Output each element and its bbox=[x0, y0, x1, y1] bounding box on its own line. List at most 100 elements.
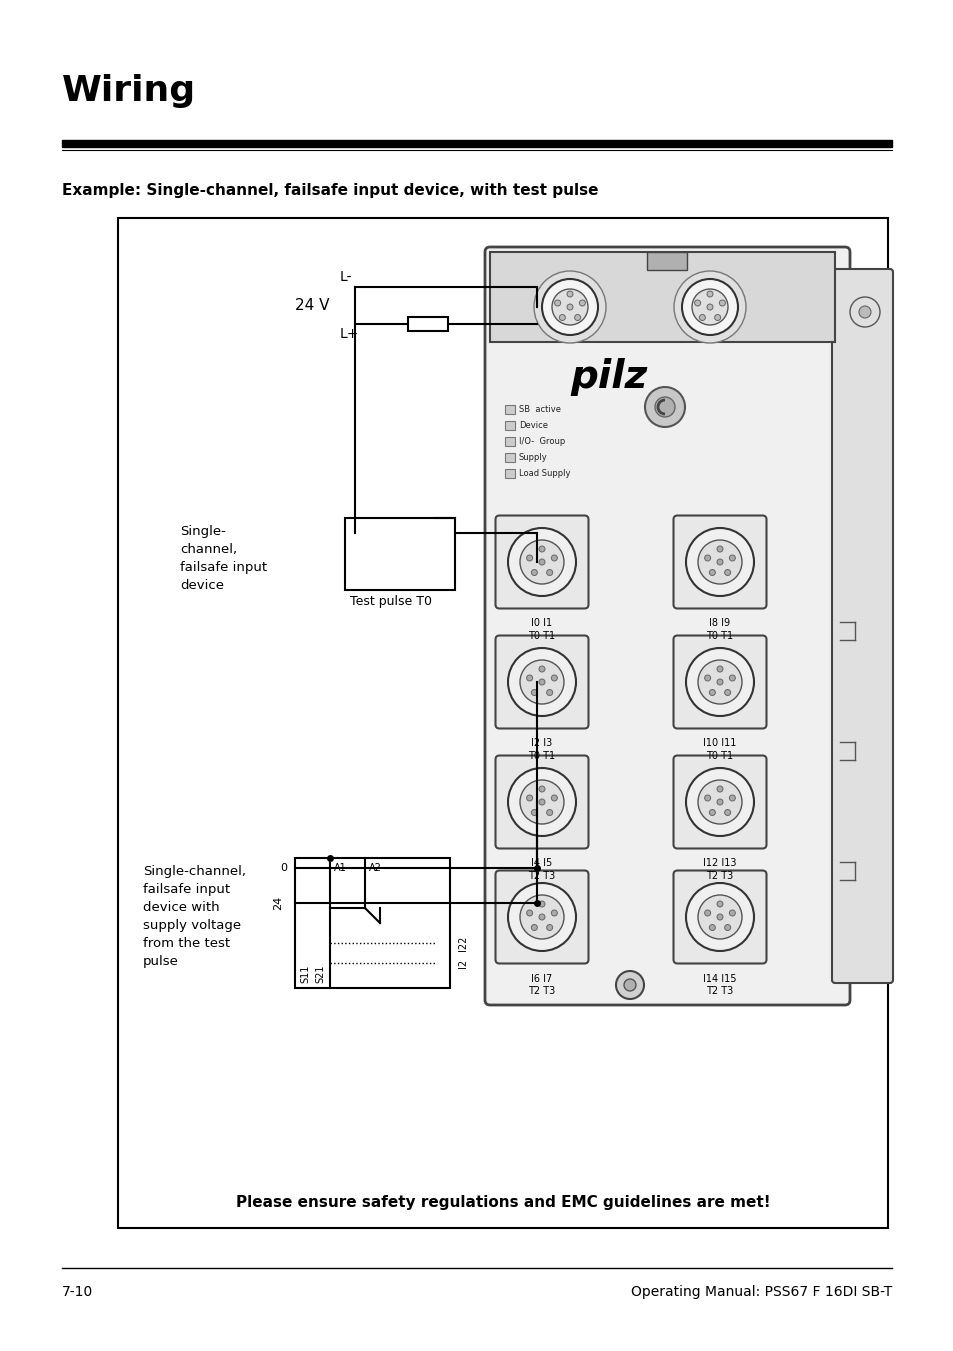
Circle shape bbox=[546, 570, 552, 576]
Circle shape bbox=[717, 666, 722, 671]
Circle shape bbox=[519, 661, 563, 704]
Bar bbox=[490, 253, 834, 342]
Circle shape bbox=[698, 894, 741, 939]
Text: Single-channel,
failsafe input
device with
supply voltage
from the test
pulse: Single-channel, failsafe input device wi… bbox=[143, 865, 246, 969]
Circle shape bbox=[704, 911, 710, 916]
Bar bbox=[408, 317, 448, 331]
Circle shape bbox=[551, 794, 557, 801]
FancyBboxPatch shape bbox=[495, 870, 588, 963]
Circle shape bbox=[678, 875, 761, 959]
Circle shape bbox=[531, 570, 537, 576]
Circle shape bbox=[729, 555, 735, 561]
Circle shape bbox=[719, 300, 724, 305]
Circle shape bbox=[507, 648, 576, 716]
Circle shape bbox=[552, 289, 587, 326]
Circle shape bbox=[558, 315, 565, 320]
Bar bbox=[499, 347, 794, 403]
Circle shape bbox=[519, 780, 563, 824]
Circle shape bbox=[499, 640, 583, 724]
Circle shape bbox=[717, 798, 722, 805]
Circle shape bbox=[698, 540, 741, 584]
Circle shape bbox=[538, 786, 544, 792]
Bar bbox=[504, 469, 515, 478]
Circle shape bbox=[531, 809, 537, 816]
Circle shape bbox=[538, 798, 544, 805]
Circle shape bbox=[507, 767, 576, 836]
Text: 24 V: 24 V bbox=[295, 299, 330, 313]
Text: I10 I11
T0 T1: I10 I11 T0 T1 bbox=[702, 739, 736, 761]
FancyBboxPatch shape bbox=[484, 247, 849, 1005]
Circle shape bbox=[538, 559, 544, 565]
Text: Supply: Supply bbox=[518, 454, 547, 462]
Text: S21: S21 bbox=[314, 965, 325, 984]
Circle shape bbox=[526, 555, 532, 561]
Text: A2: A2 bbox=[368, 863, 381, 873]
Text: Operating Manual: PSS67 F 16DI SB-T: Operating Manual: PSS67 F 16DI SB-T bbox=[630, 1285, 891, 1300]
Text: I4 I5
T2 T3: I4 I5 T2 T3 bbox=[528, 858, 555, 881]
Text: Test pulse T0: Test pulse T0 bbox=[350, 594, 432, 608]
Circle shape bbox=[704, 676, 710, 681]
Circle shape bbox=[685, 884, 753, 951]
Circle shape bbox=[538, 901, 544, 907]
Circle shape bbox=[551, 555, 557, 561]
Circle shape bbox=[507, 884, 576, 951]
Bar bbox=[118, 218, 887, 1228]
Text: SB  active: SB active bbox=[518, 405, 560, 415]
Circle shape bbox=[699, 315, 704, 320]
Bar bbox=[504, 422, 515, 430]
Circle shape bbox=[709, 924, 715, 931]
Circle shape bbox=[678, 761, 761, 844]
Circle shape bbox=[706, 290, 712, 297]
Circle shape bbox=[678, 520, 761, 604]
Text: S11: S11 bbox=[299, 965, 310, 984]
Circle shape bbox=[551, 676, 557, 681]
Circle shape bbox=[644, 386, 684, 427]
Circle shape bbox=[698, 780, 741, 824]
Circle shape bbox=[706, 304, 712, 309]
Circle shape bbox=[578, 300, 585, 305]
Circle shape bbox=[709, 570, 715, 576]
Circle shape bbox=[538, 915, 544, 920]
Text: L-: L- bbox=[339, 270, 352, 284]
Circle shape bbox=[541, 280, 598, 335]
Circle shape bbox=[858, 305, 870, 317]
Circle shape bbox=[717, 546, 722, 553]
Circle shape bbox=[574, 315, 580, 320]
Text: I12 I13
T2 T3: I12 I13 T2 T3 bbox=[702, 858, 736, 881]
Circle shape bbox=[724, 689, 730, 696]
Circle shape bbox=[729, 911, 735, 916]
Circle shape bbox=[717, 680, 722, 685]
Text: Example: Single-channel, failsafe input device, with test pulse: Example: Single-channel, failsafe input … bbox=[62, 182, 598, 199]
Bar bbox=[504, 453, 515, 462]
Circle shape bbox=[673, 272, 745, 343]
Text: Device: Device bbox=[518, 422, 547, 431]
FancyBboxPatch shape bbox=[495, 635, 588, 728]
Circle shape bbox=[538, 666, 544, 671]
Text: I6 I7
T2 T3: I6 I7 T2 T3 bbox=[528, 974, 555, 996]
FancyBboxPatch shape bbox=[673, 516, 765, 608]
Text: I2 I3
T0 T1: I2 I3 T0 T1 bbox=[528, 739, 555, 761]
Bar bbox=[345, 517, 455, 590]
FancyBboxPatch shape bbox=[495, 516, 588, 608]
FancyBboxPatch shape bbox=[673, 635, 765, 728]
Text: I2: I2 bbox=[457, 958, 468, 967]
Text: I8 I9
T0 T1: I8 I9 T0 T1 bbox=[706, 619, 733, 640]
Circle shape bbox=[531, 924, 537, 931]
Circle shape bbox=[724, 570, 730, 576]
Circle shape bbox=[729, 794, 735, 801]
Bar bbox=[646, 253, 686, 270]
Circle shape bbox=[849, 297, 879, 327]
Circle shape bbox=[507, 528, 576, 596]
Circle shape bbox=[551, 911, 557, 916]
Circle shape bbox=[724, 809, 730, 816]
Circle shape bbox=[566, 290, 573, 297]
Circle shape bbox=[717, 915, 722, 920]
Circle shape bbox=[698, 661, 741, 704]
Circle shape bbox=[717, 559, 722, 565]
Circle shape bbox=[526, 911, 532, 916]
Circle shape bbox=[531, 689, 537, 696]
FancyBboxPatch shape bbox=[831, 269, 892, 984]
Circle shape bbox=[534, 272, 605, 343]
Circle shape bbox=[566, 304, 573, 309]
Circle shape bbox=[709, 689, 715, 696]
